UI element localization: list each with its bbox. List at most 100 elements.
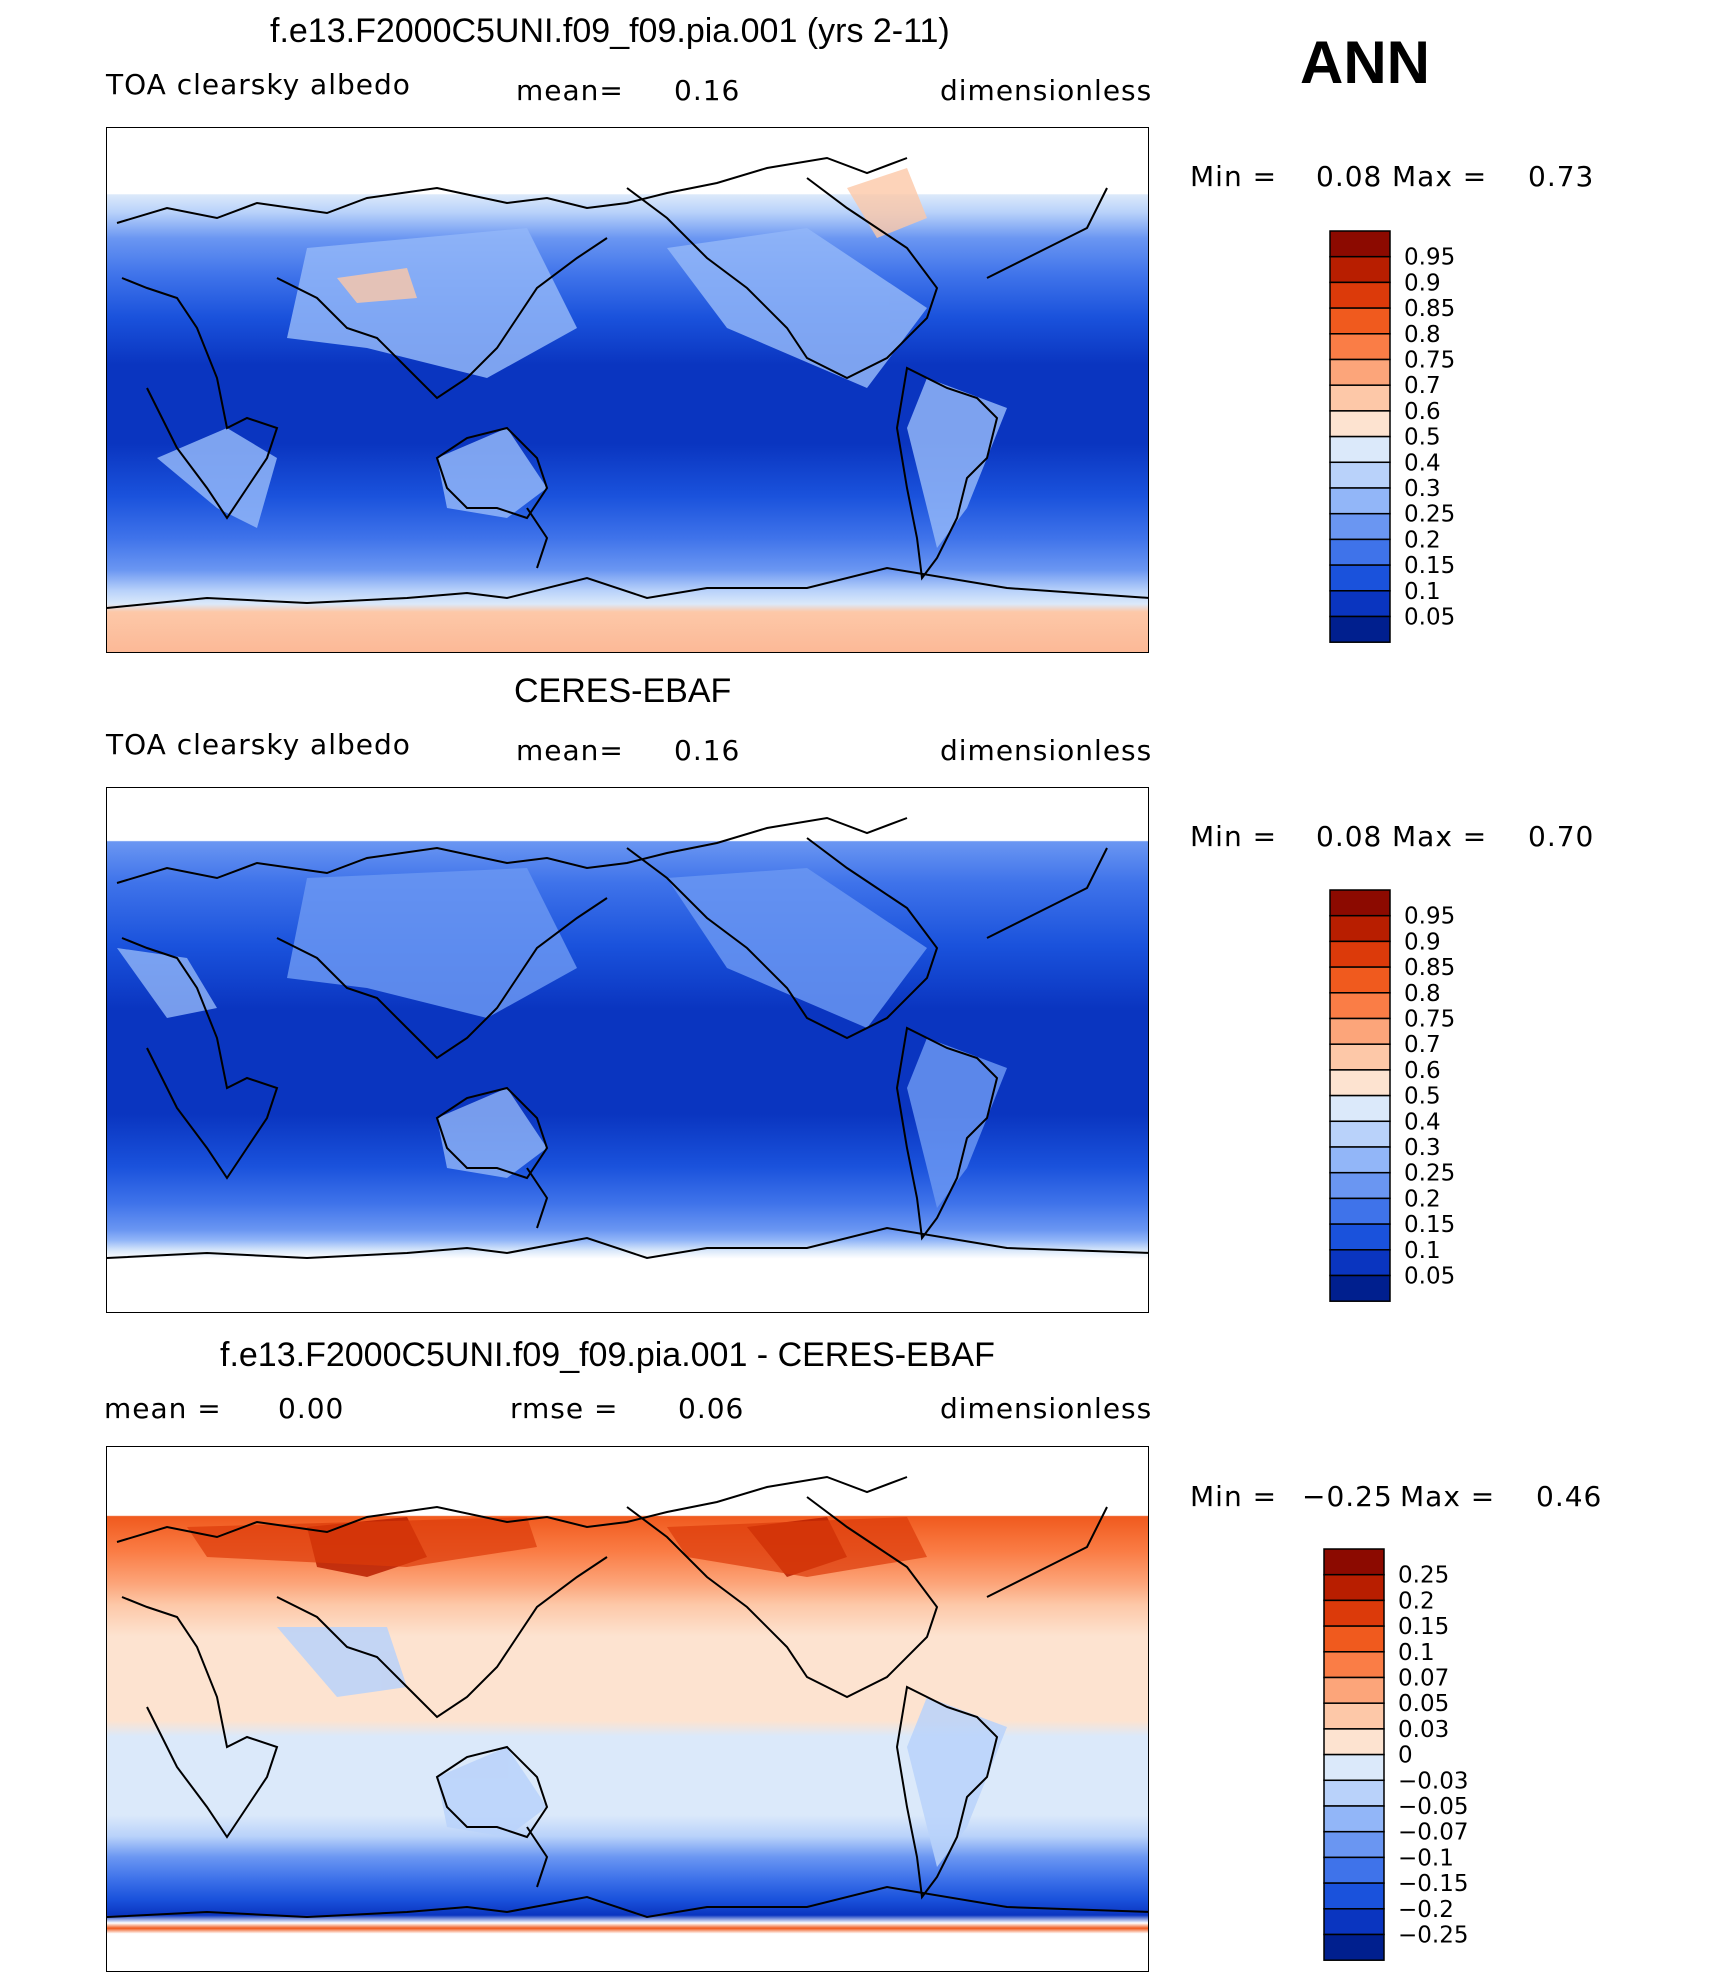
colorbar-tick-label: 0.1 (1398, 1640, 1435, 1666)
colorbar-segment (1323, 1856, 1385, 1884)
colorbar-tick-label: 0.07 (1398, 1666, 1449, 1692)
panel-3-max-value: 0.46 (1536, 1480, 1603, 1513)
panel-1-variable-label: TOA clearsky albedo (106, 68, 411, 101)
colorbar-segment (1329, 940, 1391, 968)
colorbar-segment (1329, 564, 1391, 592)
colorbar-segment (1329, 1274, 1391, 1302)
colorbar-segment (1329, 230, 1391, 258)
colorbar-segment (1329, 992, 1391, 1020)
colorbar-tick-label: 0.3 (1404, 476, 1441, 502)
colorbar-tick-label: 0.15 (1404, 1212, 1455, 1238)
colorbar-segment (1323, 1805, 1385, 1833)
colorbar-tick-label: −0.15 (1398, 1871, 1468, 1897)
panel-2-map (106, 787, 1149, 1313)
panel-3-map-svg (107, 1447, 1148, 1971)
panel-3-mean-value: 0.00 (278, 1392, 345, 1425)
colorbar-tick-label: 0.8 (1404, 322, 1441, 348)
colorbar-svg: 0.950.90.850.80.750.70.60.50.40.30.250.2… (1329, 889, 1455, 1302)
colorbar-tick-label: 0.25 (1404, 502, 1455, 528)
panel-1-units: dimensionless (940, 74, 1153, 107)
colorbar-svg: 0.950.90.850.80.750.70.60.50.40.30.250.2… (1329, 230, 1455, 643)
panel-2-min-value: 0.08 (1316, 820, 1383, 853)
colorbar-segment (1323, 1651, 1385, 1679)
colorbar-tick-label: 0.2 (1398, 1588, 1435, 1614)
panel-2-mean-value: 0.16 (674, 734, 741, 767)
colorbar-segment (1329, 1197, 1391, 1225)
colorbar-tick-label: 0.75 (1404, 348, 1455, 374)
panel-3-map (106, 1446, 1149, 1972)
colorbar-tick-label: 0.4 (1404, 450, 1441, 476)
panel-3-min-label: Min = (1190, 1480, 1278, 1513)
panel-3-title: f.e13.F2000C5UNI.f09_f09.pia.001 - CERES… (220, 1336, 995, 1374)
colorbar-tick-label: 0.15 (1398, 1614, 1449, 1640)
colorbar-tick-label: 0.9 (1404, 929, 1441, 955)
panel-2-units: dimensionless (940, 734, 1153, 767)
panel-1-colorbar: 0.95 0.9 0.85 0.8 0.75 0.7 0.6 0.5 0.4 0.3 0.25 0.2… (1328, 229, 1528, 659)
panel-3-units: dimensionless (940, 1392, 1153, 1425)
colorbar-tick-label: 0.7 (1404, 1032, 1441, 1058)
colorbar-segment (1329, 358, 1391, 386)
panel-1-mean-value: 0.16 (674, 74, 741, 107)
colorbar-tick-label: 0.25 (1398, 1563, 1449, 1589)
colorbar-segment (1323, 1830, 1385, 1859)
colorbar-tick-label: 0.05 (1404, 1264, 1455, 1290)
colorbar-segment (1329, 281, 1391, 309)
colorbar-segment (1329, 1094, 1391, 1123)
colorbar-segment (1323, 1676, 1385, 1704)
panel-2-max-label: Max = (1392, 820, 1488, 853)
colorbar-segment (1329, 590, 1391, 618)
panel-1-max-label: Max = (1392, 160, 1488, 193)
colorbar-tick-label: 0.6 (1404, 399, 1441, 425)
panel-1-max-value: 0.73 (1528, 160, 1595, 193)
panel-1-map-svg (107, 128, 1148, 652)
panel-3-colorbar: 0.25 0.2 0.15 0.1 0.07 0.05 0.03 0 −0.03 −0.05 −0.… (1322, 1547, 1522, 1977)
colorbar-tick-label: 0.7 (1404, 373, 1441, 399)
colorbar-segment (1329, 1120, 1391, 1148)
panel-3-mean-label: mean = (104, 1392, 222, 1425)
colorbar-tick-label: 0.8 (1404, 981, 1441, 1007)
panel-3-min-value: −0.25 (1302, 1480, 1393, 1513)
colorbar-segment (1329, 1249, 1391, 1277)
colorbar-segment (1329, 1017, 1391, 1045)
colorbar-tick-label: 0.15 (1404, 553, 1455, 579)
colorbar-segment (1329, 1069, 1391, 1097)
colorbar-tick-label: 0.05 (1398, 1691, 1449, 1717)
colorbar-tick-label: 0.03 (1398, 1717, 1449, 1743)
colorbar-tick-label: 0.9 (1404, 270, 1441, 296)
panel-2-min-label: Min = (1190, 820, 1278, 853)
colorbar-segment (1329, 1043, 1391, 1071)
panel-2-title: CERES-EBAF (514, 672, 732, 710)
colorbar-segment (1323, 1702, 1385, 1730)
colorbar-tick-label: −0.25 (1398, 1923, 1468, 1949)
panel-3-rmse-label: rmse = (510, 1392, 619, 1425)
colorbar-segment (1323, 1573, 1385, 1602)
colorbar-segment (1329, 966, 1391, 994)
colorbar-segment (1323, 1933, 1385, 1961)
colorbar-tick-label: 0.2 (1404, 1186, 1441, 1212)
colorbar-tick-label: 0 (1398, 1743, 1413, 1769)
colorbar-segment (1329, 1146, 1391, 1174)
panel-3-max-label: Max = (1400, 1480, 1496, 1513)
colorbar-segment (1329, 914, 1391, 943)
colorbar-segment (1323, 1599, 1385, 1627)
colorbar-tick-label: 0.95 (1404, 245, 1455, 271)
panel-2-mean-label: mean= (516, 734, 624, 767)
colorbar-segment (1323, 1779, 1385, 1807)
colorbar-tick-label: 0.75 (1404, 1007, 1455, 1033)
colorbar-segment (1329, 889, 1391, 917)
colorbar-segment (1323, 1728, 1385, 1756)
colorbar-segment (1329, 461, 1391, 489)
colorbar-tick-label: 0.95 (1404, 904, 1455, 930)
colorbar-tick-label: −0.03 (1398, 1768, 1468, 1794)
colorbar-segment (1329, 255, 1391, 284)
colorbar-tick-label: 0.6 (1404, 1058, 1441, 1084)
colorbar-tick-label: 0.25 (1404, 1161, 1455, 1187)
panel-1-min-label: Min = (1190, 160, 1278, 193)
colorbar-tick-label: −0.1 (1398, 1845, 1454, 1871)
colorbar-segment (1329, 384, 1391, 412)
colorbar-segment (1329, 333, 1391, 361)
colorbar-segment (1329, 410, 1391, 438)
colorbar-tick-label: −0.05 (1398, 1794, 1468, 1820)
season-label: ANN (1300, 29, 1430, 96)
colorbar-tick-label: 0.1 (1404, 579, 1441, 605)
